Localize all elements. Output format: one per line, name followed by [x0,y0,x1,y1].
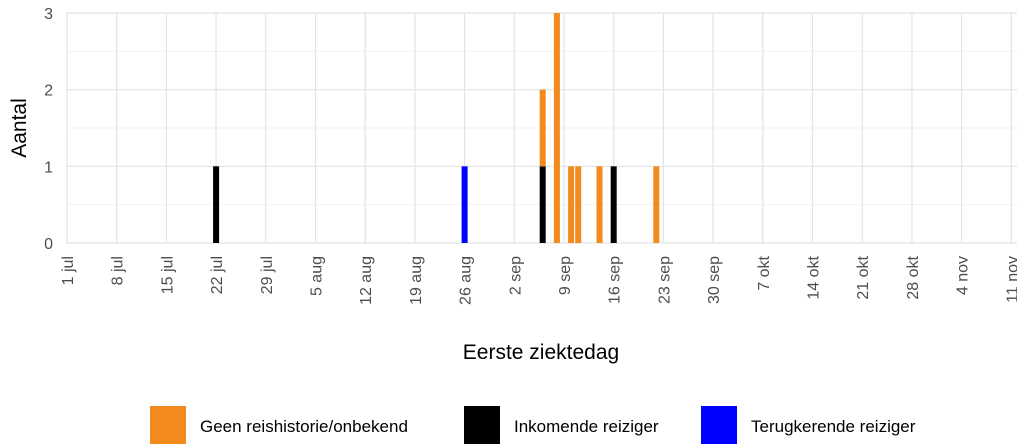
bar [575,166,582,243]
x-axis-ticks: 1 jul 8 jul 15 jul 22 jul 29 jul 5 aug 12 aug 1… [60,255,1017,304]
y-tick-label: 1 [44,159,53,176]
x-tick-label: 2 sep [507,256,524,295]
x-tick-label: 19 aug [408,256,425,305]
x-tick-label: 21 okt [855,255,872,299]
legend-swatch [464,406,500,444]
x-tick-label: 5 aug [309,256,326,296]
y-axis-ticks: 0 1 2 3 [44,6,53,253]
bar [610,166,617,243]
x-tick-label: 16 sep [607,256,624,304]
x-tick-label: 4 nov [955,256,972,295]
x-tick-label: 8 jul [110,256,127,285]
x-tick-label: 11 nov [1004,256,1017,303]
bar [213,166,220,243]
x-tick-label: 26 aug [458,256,475,305]
y-tick-label: 2 [44,83,53,100]
x-tick-label: 29 jul [259,256,276,294]
x-tick-label: 15 jul [159,256,176,294]
x-tick-label: 1 jul [60,256,77,285]
y-tick-label: 0 [44,236,53,253]
legend-swatch [150,406,186,444]
x-tick-label: 22 jul [209,256,226,294]
y-tick-label: 3 [44,6,53,23]
bar [539,166,546,243]
x-tick-label: 30 sep [706,256,723,304]
x-tick-label: 23 sep [656,256,673,304]
bar [553,13,560,243]
x-tick-label: 7 okt [756,255,773,290]
legend-label: Geen reishistorie/onbekend [200,417,408,436]
bar [653,166,660,243]
legend-swatch [701,406,737,444]
bar [461,166,468,243]
x-tick-label: 14 okt [806,255,823,299]
bar [568,166,575,243]
legend-label: Terugkerende reiziger [751,417,916,436]
bar [539,89,546,167]
x-tick-label: 9 sep [557,256,574,295]
bar [596,166,603,243]
y-axis-title: Aantal [8,98,31,158]
x-axis-title: Eerste ziektedag [463,341,619,364]
x-tick-label: 12 aug [358,256,375,305]
x-tick-label: 28 okt [905,255,922,299]
legend: Geen reishistorie/onbekend Inkomende reiz… [150,406,916,444]
bars [213,13,660,243]
legend-label: Inkomende reiziger [514,417,659,436]
